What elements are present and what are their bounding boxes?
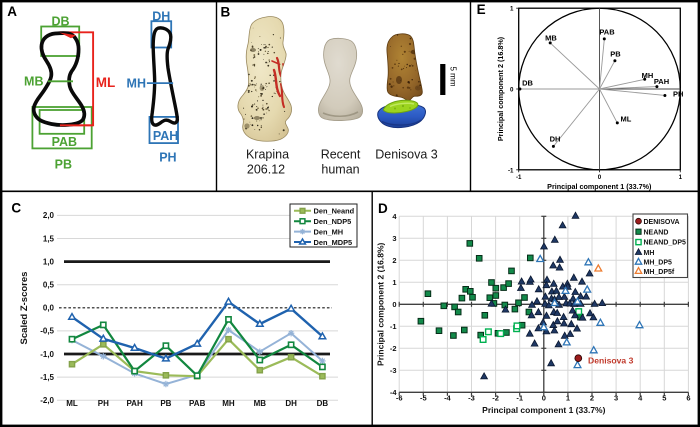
svg-text:-3: -3 — [468, 394, 475, 403]
svg-text:-2,0: -2,0 — [40, 396, 54, 405]
svg-text:-2: -2 — [492, 394, 499, 403]
svg-text:MB: MB — [24, 75, 43, 89]
svg-text:4: 4 — [392, 212, 397, 221]
svg-text:-1,5: -1,5 — [40, 373, 54, 382]
svg-text:MH: MH — [127, 77, 146, 91]
svg-text:-6: -6 — [396, 394, 403, 403]
svg-text:1: 1 — [566, 394, 570, 403]
svg-text:1,5: 1,5 — [43, 234, 55, 243]
svg-text:2,0: 2,0 — [43, 211, 55, 220]
svg-text:PAB: PAB — [189, 399, 206, 408]
svg-text:MH: MH — [642, 71, 654, 80]
svg-text:DH: DH — [550, 135, 561, 144]
svg-text:-1: -1 — [390, 322, 397, 331]
svg-text:PAB: PAB — [52, 135, 77, 149]
svg-text:0: 0 — [598, 174, 602, 181]
svg-text:B: B — [221, 5, 231, 20]
svg-text:206.12: 206.12 — [247, 163, 285, 177]
svg-text:3: 3 — [392, 234, 396, 243]
svg-text:ML: ML — [66, 399, 78, 408]
svg-text:MH: MH — [222, 399, 235, 408]
svg-text:-1: -1 — [508, 168, 514, 175]
svg-text:-2: -2 — [390, 344, 397, 353]
svg-text:Scaled Z-scores: Scaled Z-scores — [19, 272, 30, 345]
svg-text:-4: -4 — [390, 388, 397, 397]
svg-text:A: A — [7, 4, 17, 19]
svg-text:4: 4 — [638, 394, 643, 403]
svg-text:DH: DH — [152, 9, 170, 23]
svg-text:C: C — [11, 200, 21, 215]
svg-text:ML: ML — [621, 115, 632, 124]
svg-text:PAH: PAH — [153, 129, 178, 143]
svg-text:1: 1 — [679, 174, 683, 181]
svg-text:2: 2 — [590, 394, 594, 403]
svg-text:DENISOVA: DENISOVA — [644, 219, 680, 226]
svg-text:Principal component 2 (16.8%): Principal component 2 (16.8%) — [496, 36, 505, 141]
svg-text:NEAND: NEAND — [644, 229, 669, 236]
svg-text:human: human — [321, 163, 359, 177]
svg-text:0: 0 — [542, 394, 546, 403]
svg-text:MB: MB — [254, 399, 267, 408]
svg-text:-3: -3 — [390, 366, 397, 375]
svg-text:-0,5: -0,5 — [40, 327, 54, 336]
svg-text:5: 5 — [662, 394, 666, 403]
svg-text:5 mm: 5 mm — [449, 67, 458, 87]
svg-text:MH: MH — [644, 250, 655, 257]
svg-text:Den_NDP5: Den_NDP5 — [314, 217, 352, 226]
svg-text:NEAND_DP5: NEAND_DP5 — [644, 240, 687, 247]
svg-text:DB: DB — [51, 15, 69, 29]
svg-text:PH: PH — [673, 90, 683, 99]
svg-text:Principal component 2 (16.8%): Principal component 2 (16.8%) — [376, 242, 386, 365]
svg-text:Den_Neand: Den_Neand — [314, 207, 355, 216]
svg-text:-1: -1 — [516, 394, 523, 403]
svg-text:0: 0 — [392, 300, 396, 309]
svg-text:DB: DB — [317, 399, 329, 408]
svg-text:DH: DH — [285, 399, 297, 408]
svg-text:0: 0 — [510, 87, 514, 94]
svg-text:3: 3 — [614, 394, 618, 403]
svg-text:Denisova 3: Denisova 3 — [375, 148, 438, 162]
svg-text:Denisova 3: Denisova 3 — [588, 356, 634, 366]
svg-text:PAH: PAH — [654, 77, 669, 86]
svg-text:0,5: 0,5 — [43, 281, 55, 290]
svg-text:Den_MDP5: Den_MDP5 — [314, 238, 353, 247]
svg-text:-4: -4 — [444, 394, 451, 403]
svg-text:-1,0: -1,0 — [40, 350, 54, 359]
svg-text:D: D — [378, 201, 388, 216]
svg-text:-1: -1 — [516, 174, 522, 181]
svg-text:1,0: 1,0 — [43, 257, 55, 266]
svg-text:PB: PB — [160, 399, 171, 408]
svg-text:PH: PH — [159, 151, 176, 165]
svg-text:1: 1 — [392, 278, 396, 287]
svg-text:PB: PB — [55, 158, 72, 172]
svg-text:Krapina: Krapina — [246, 148, 289, 162]
svg-text:PAH: PAH — [126, 399, 143, 408]
svg-text:MB: MB — [545, 34, 557, 43]
svg-text:-5: -5 — [420, 394, 427, 403]
svg-text:MH_DP5f: MH_DP5f — [644, 269, 675, 276]
svg-text:Principal component 1 (33.7%): Principal component 1 (33.7%) — [547, 182, 652, 191]
svg-text:MH_DP5: MH_DP5 — [644, 260, 673, 267]
svg-text:0,0: 0,0 — [43, 304, 55, 313]
svg-text:6: 6 — [686, 394, 690, 403]
svg-text:PAB: PAB — [599, 28, 615, 37]
svg-text:E: E — [477, 2, 486, 17]
svg-text:PH: PH — [98, 399, 109, 408]
svg-text:PB: PB — [610, 50, 621, 59]
svg-text:Den_MH: Den_MH — [314, 227, 344, 236]
svg-text:Recent: Recent — [321, 148, 361, 162]
svg-text:ML: ML — [96, 75, 116, 90]
svg-text:DB: DB — [522, 79, 533, 88]
svg-text:Principal component 1 (33.7%): Principal component 1 (33.7%) — [482, 405, 605, 415]
svg-text:1: 1 — [510, 6, 514, 13]
svg-text:2: 2 — [392, 256, 396, 265]
